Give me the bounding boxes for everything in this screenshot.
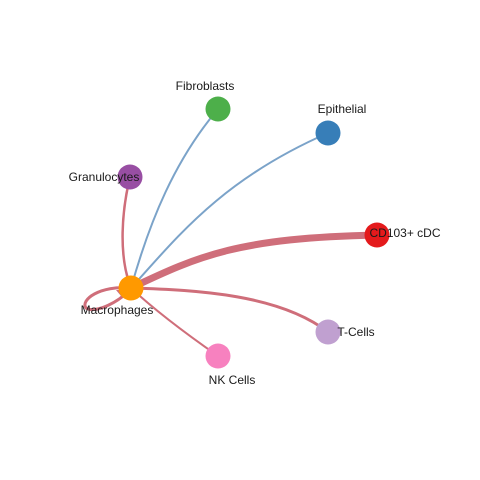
node-granulocytes[interactable] bbox=[117, 164, 143, 190]
label-fibroblasts: Fibroblasts bbox=[176, 79, 235, 93]
node-epithelial[interactable] bbox=[315, 120, 341, 146]
labels-layer: Fibroblasts Epithelial Granulocytes CD10… bbox=[69, 79, 441, 387]
label-macrophages: Macrophages bbox=[81, 303, 154, 317]
edge-macrophages-fibroblasts bbox=[130, 108, 219, 289]
node-fibroblasts[interactable] bbox=[205, 96, 231, 122]
edge-macrophages-cd103 bbox=[129, 231, 378, 292]
edge-macrophages-self-loop bbox=[83, 286, 133, 311]
edge-macrophages-granulocytes bbox=[121, 176, 133, 289]
node-nkcells[interactable] bbox=[205, 343, 231, 369]
label-nkcells: NK Cells bbox=[209, 373, 256, 387]
nodes-layer bbox=[117, 96, 390, 369]
edge-macrophages-epithelial bbox=[130, 132, 329, 289]
node-macrophages[interactable] bbox=[118, 275, 144, 301]
edges-layer bbox=[83, 108, 378, 357]
label-cd103-cdc: CD103+ cDC bbox=[369, 226, 440, 240]
label-granulocytes: Granulocytes bbox=[69, 170, 140, 184]
node-cd103-cdc[interactable] bbox=[364, 222, 390, 248]
edge-macrophages-nkcells bbox=[130, 287, 219, 357]
edge-macrophages-tcells bbox=[130, 286, 329, 334]
label-epithelial: Epithelial bbox=[318, 102, 367, 116]
label-tcells: T-Cells bbox=[337, 325, 374, 339]
node-tcells[interactable] bbox=[315, 319, 341, 345]
